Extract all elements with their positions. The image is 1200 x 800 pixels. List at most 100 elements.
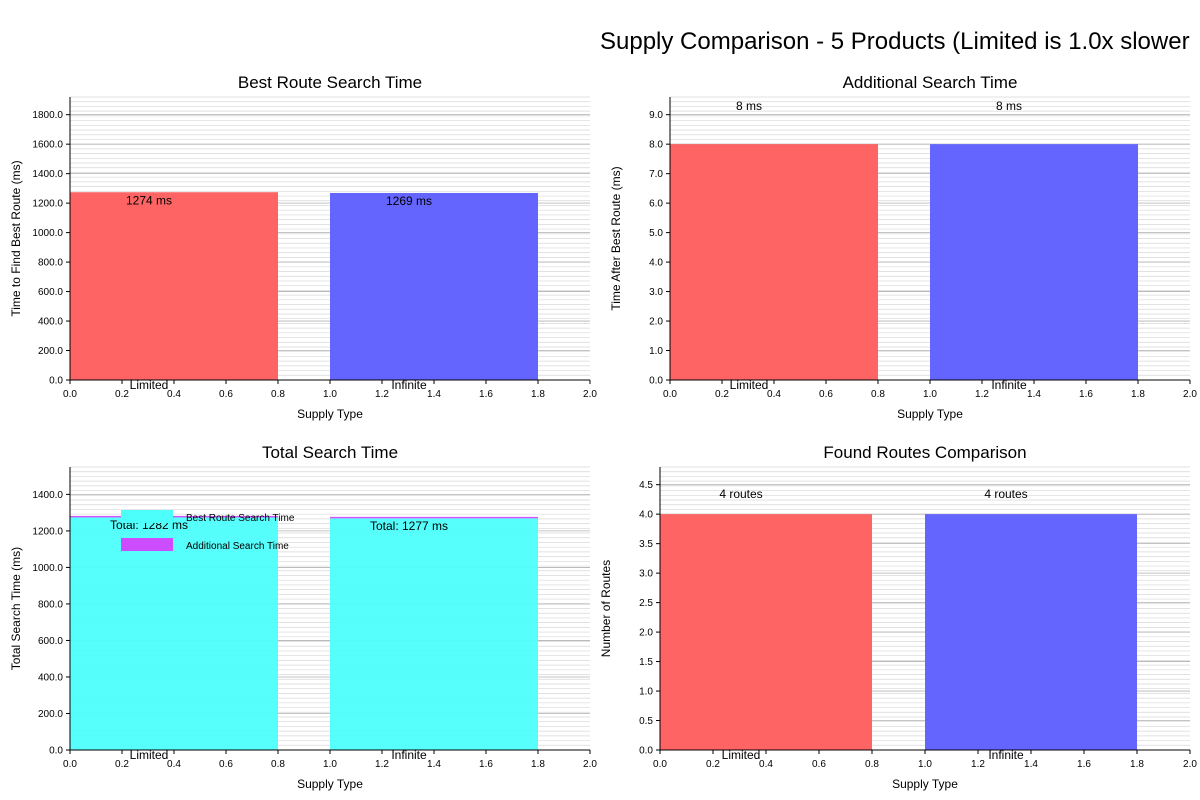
x-tick-label: 2.0 bbox=[583, 759, 597, 770]
bar-limited-additional bbox=[70, 515, 278, 518]
x-tick-label: 0.4 bbox=[767, 389, 781, 400]
bar-infinite-best bbox=[330, 518, 538, 750]
x-tick-label: 0.6 bbox=[812, 759, 826, 770]
x-tick-label: 2.0 bbox=[1183, 759, 1197, 770]
y-tick-label: 2.0 bbox=[649, 317, 663, 328]
x-tick-label: 0.8 bbox=[871, 389, 885, 400]
y-tick-label: 0.5 bbox=[639, 716, 653, 727]
x-tick-label: 1.8 bbox=[1131, 389, 1145, 400]
bar-infinite bbox=[330, 192, 538, 380]
x-tick-label: 0.2 bbox=[115, 389, 129, 400]
y-tick-label: 0.0 bbox=[49, 746, 63, 757]
y-tick-label: 9.0 bbox=[649, 110, 663, 121]
y-tick-label: 2.0 bbox=[639, 628, 653, 639]
y-tick-label: 1200.0 bbox=[32, 526, 63, 537]
category-label: Limited bbox=[722, 748, 761, 762]
y-axis-label: Time to Find Best Route (ms) bbox=[9, 160, 23, 316]
x-tick-label: 1.8 bbox=[531, 389, 545, 400]
y-tick-label: 800.0 bbox=[38, 599, 63, 610]
x-tick-label: 2.0 bbox=[583, 389, 597, 400]
y-tick-label: 8.0 bbox=[649, 140, 663, 151]
x-tick-label: 1.0 bbox=[923, 389, 937, 400]
y-tick-label: 6.0 bbox=[649, 199, 663, 210]
y-tick-label: 400.0 bbox=[38, 672, 63, 683]
x-tick-label: 1.8 bbox=[1130, 759, 1144, 770]
data-label: 8 ms bbox=[736, 99, 762, 113]
x-tick-label: 0.8 bbox=[271, 389, 285, 400]
y-tick-label: 0.0 bbox=[639, 746, 653, 757]
x-tick-label: 0.0 bbox=[63, 389, 77, 400]
y-tick-label: 1800.0 bbox=[32, 110, 63, 121]
x-tick-label: 0.6 bbox=[819, 389, 833, 400]
x-axis-label: Supply Type bbox=[897, 407, 963, 421]
x-tick-label: 1.0 bbox=[918, 759, 932, 770]
y-tick-label: 4.0 bbox=[649, 258, 663, 269]
y-tick-label: 1.0 bbox=[649, 346, 663, 357]
y-axis-label: Time After Best Route (ms) bbox=[609, 166, 623, 310]
x-tick-label: 0.2 bbox=[115, 759, 129, 770]
x-tick-label: 0.4 bbox=[167, 389, 181, 400]
x-tick-label: 0.0 bbox=[653, 759, 667, 770]
y-tick-label: 4.0 bbox=[639, 510, 653, 521]
x-tick-label: 1.0 bbox=[323, 389, 337, 400]
x-tick-label: 0.8 bbox=[865, 759, 879, 770]
x-tick-label: 0.2 bbox=[715, 389, 729, 400]
data-label: 4 routes bbox=[719, 487, 762, 501]
y-tick-label: 4.5 bbox=[639, 480, 653, 491]
x-tick-label: 1.4 bbox=[1024, 759, 1038, 770]
legend-swatch bbox=[121, 538, 173, 551]
subplot-title: Best Route Search Time bbox=[238, 73, 422, 92]
x-tick-label: 0.6 bbox=[219, 389, 233, 400]
y-tick-label: 3.0 bbox=[649, 287, 663, 298]
y-tick-label: 200.0 bbox=[38, 346, 63, 357]
y-tick-label: 1000.0 bbox=[32, 228, 63, 239]
x-tick-label: 1.2 bbox=[375, 759, 389, 770]
subplot-title: Found Routes Comparison bbox=[823, 443, 1026, 462]
subplot-title: Total Search Time bbox=[262, 443, 398, 462]
data-label: 4 routes bbox=[984, 487, 1027, 501]
category-label: Infinite bbox=[391, 748, 427, 762]
x-tick-label: 1.4 bbox=[427, 389, 441, 400]
y-tick-label: 600.0 bbox=[38, 287, 63, 298]
subplot-best: 1274 ms 1269 ms Limited Infinite 0.0 0.2 0.4 0.… bbox=[9, 73, 597, 421]
bar-limited bbox=[670, 144, 878, 380]
y-axis-label: Total Search Time (ms) bbox=[9, 547, 23, 670]
subplot-additional: 8 ms 8 ms Limited Infinite 0.0 0.2 0.4 0.6 0.8 1.… bbox=[609, 73, 1197, 421]
y-tick-label: 1.0 bbox=[639, 687, 653, 698]
y-tick-label: 0.0 bbox=[49, 376, 63, 387]
data-label: 8 ms bbox=[996, 99, 1022, 113]
x-tick-label: 1.6 bbox=[479, 389, 493, 400]
bar-limited bbox=[70, 192, 278, 380]
y-tick-label: 1.5 bbox=[639, 657, 653, 668]
x-tick-label: 1.6 bbox=[1079, 389, 1093, 400]
bar-infinite bbox=[925, 514, 1137, 750]
bar-limited-best bbox=[70, 517, 278, 750]
x-tick-label: 1.8 bbox=[531, 759, 545, 770]
y-tick-label: 1200.0 bbox=[32, 199, 63, 210]
y-tick-label: 7.0 bbox=[649, 169, 663, 180]
x-tick-label: 1.4 bbox=[427, 759, 441, 770]
y-tick-label: 200.0 bbox=[38, 709, 63, 720]
legend-label: Additional Search Time bbox=[186, 541, 289, 552]
x-tick-label: 0.0 bbox=[663, 389, 677, 400]
x-tick-label: 2.0 bbox=[1183, 389, 1197, 400]
y-tick-label: 1400.0 bbox=[32, 169, 63, 180]
category-label: Limited bbox=[730, 378, 769, 392]
data-label: 1269 ms bbox=[386, 194, 432, 208]
x-tick-label: 0.4 bbox=[167, 759, 181, 770]
x-tick-label: 1.0 bbox=[323, 759, 337, 770]
legend-swatch bbox=[121, 510, 173, 523]
subplot-routes: 4 routes 4 routes Limited Infinite 0.0 0.2 0.4… bbox=[599, 443, 1197, 791]
x-axis-label: Supply Type bbox=[892, 777, 958, 791]
y-tick-label: 1400.0 bbox=[32, 490, 63, 501]
subplot-title: Additional Search Time bbox=[843, 73, 1018, 92]
y-tick-label: 400.0 bbox=[38, 317, 63, 328]
x-tick-label: 0.8 bbox=[271, 759, 285, 770]
legend: Best Route Search Time Additional Search … bbox=[121, 510, 295, 552]
bar-infinite bbox=[930, 144, 1138, 380]
bar-limited bbox=[660, 514, 872, 750]
x-tick-label: 1.2 bbox=[971, 759, 985, 770]
x-axis-label: Supply Type bbox=[297, 407, 363, 421]
